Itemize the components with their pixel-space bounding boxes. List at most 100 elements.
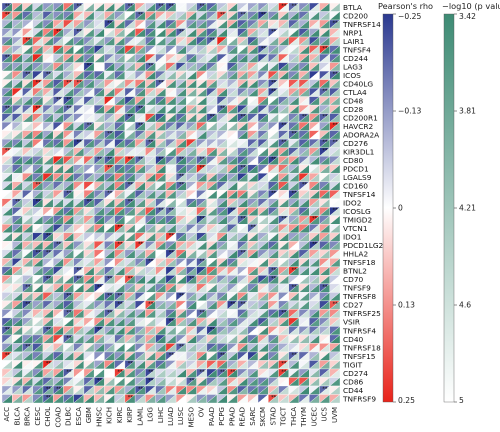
gene-label: HHLA2 xyxy=(343,250,368,259)
legend-tick-label: −0.13 xyxy=(398,107,421,116)
significance-mark: ** xyxy=(56,97,62,103)
significance-mark: ** xyxy=(179,344,185,350)
significance-mark: ** xyxy=(5,54,11,60)
significance-mark: ** xyxy=(179,174,185,180)
significance-mark: ** xyxy=(148,63,154,69)
legend-tick-label: 3.42 xyxy=(459,12,476,21)
cancer-type-label: KICH xyxy=(106,407,114,424)
significance-mark: ** xyxy=(66,106,72,112)
significance-mark: ** xyxy=(199,369,205,375)
gene-label: PDCD1LG2 xyxy=(343,241,383,250)
significance-mark: ** xyxy=(240,12,246,18)
gene-label: TNFSF15 xyxy=(342,352,376,361)
significance-mark: ** xyxy=(292,191,298,197)
gene-label: TMIGD2 xyxy=(342,216,372,225)
gene-label: VTCN1 xyxy=(343,224,368,233)
legend-tick-label: 3.81 xyxy=(459,107,476,116)
p-legend-title: −log10 (p value) xyxy=(442,1,500,11)
significance-mark: ** xyxy=(5,352,11,358)
significance-mark: ** xyxy=(148,369,154,375)
significance-mark: ** xyxy=(128,361,134,367)
significance-mark: ** xyxy=(36,250,42,256)
significance-mark: ** xyxy=(5,3,11,9)
significance-mark: ** xyxy=(128,182,134,188)
gene-label: CD48 xyxy=(343,96,364,105)
gene-label: ICOSLG xyxy=(343,207,371,216)
significance-mark: ** xyxy=(230,301,236,307)
significance-mark: ** xyxy=(302,182,308,188)
significance-mark: ** xyxy=(77,80,83,86)
cancer-type-label: BLCA xyxy=(13,407,21,426)
significance-mark: ** xyxy=(199,310,205,316)
gene-label: TNFRSF25 xyxy=(342,309,381,318)
significance-mark: ** xyxy=(46,72,52,78)
cancer-type-label: STAD xyxy=(269,407,277,425)
significance-mark: ** xyxy=(322,148,328,154)
significance-mark: ** xyxy=(46,250,52,256)
cancer-type-label: KIRP xyxy=(126,407,134,423)
significance-mark: ** xyxy=(189,276,195,282)
significance-mark: ** xyxy=(220,369,226,375)
significance-mark: ** xyxy=(220,106,226,112)
cancer-type-label: LGG xyxy=(147,407,155,422)
significance-mark: ** xyxy=(66,97,72,103)
significance-mark: ** xyxy=(138,123,144,129)
gene-label: CD86 xyxy=(343,377,364,386)
significance-mark: ** xyxy=(281,140,287,146)
cancer-type-label: PRAD xyxy=(228,407,236,426)
significance-mark: ** xyxy=(159,208,165,214)
cancer-type-label: UCS xyxy=(321,406,329,421)
legend-tick-label: 5 xyxy=(459,396,464,405)
significance-mark: ** xyxy=(281,310,287,316)
significance-mark: ** xyxy=(15,199,20,205)
significance-mark: ** xyxy=(107,293,113,299)
gene-label: TNFRSF8 xyxy=(342,292,376,301)
cancer-type-label: CHOL xyxy=(44,407,52,427)
cancer-type-label: UCEC xyxy=(310,407,318,426)
significance-mark: ** xyxy=(220,12,226,18)
significance-mark: ** xyxy=(118,293,124,299)
rho-legend-title: Pearson's rho xyxy=(378,1,433,11)
significance-mark: ** xyxy=(271,276,277,282)
gene-label: HAVCR2 xyxy=(343,122,373,131)
significance-mark: ** xyxy=(179,29,185,35)
cancer-type-label: LAML xyxy=(136,407,144,426)
gene-label: BTLA xyxy=(343,3,362,12)
significance-mark: ** xyxy=(312,242,318,248)
significance-mark: ** xyxy=(118,369,124,375)
significance-mark: ** xyxy=(138,386,144,392)
gene-label: CD40LG xyxy=(343,79,373,88)
significance-mark: ** xyxy=(292,267,298,273)
significance-mark: ** xyxy=(77,29,83,35)
gene-label: TNFSF4 xyxy=(342,45,371,54)
significance-mark: ** xyxy=(107,157,113,163)
significance-mark: ** xyxy=(281,361,287,367)
gene-label: TNFSF14 xyxy=(342,190,376,199)
significance-mark: ** xyxy=(66,310,72,316)
heatmap-grid: ** ** ** ** ** ** ** ** ** ** ** ** ** ** ** ** ** ** ** **… xyxy=(1,2,341,404)
gene-label: VSIR xyxy=(343,318,360,327)
significance-mark: ** xyxy=(36,182,42,188)
gene-label: ICOS xyxy=(343,71,361,80)
significance-mark: ** xyxy=(66,293,72,299)
gene-label: TNFSF9 xyxy=(342,284,371,293)
significance-mark: ** xyxy=(128,157,134,163)
significance-mark: ** xyxy=(66,191,72,197)
gene-label: CD27 xyxy=(343,301,364,310)
gene-label: CD70 xyxy=(343,275,364,284)
significance-mark: ** xyxy=(189,378,195,384)
cancer-type-label: COAD xyxy=(54,407,62,427)
p-colorbar xyxy=(443,13,455,403)
significance-mark: ** xyxy=(333,20,339,26)
gene-label: CD200R1 xyxy=(343,113,378,122)
significance-mark: ** xyxy=(169,3,175,9)
significance-mark: ** xyxy=(56,29,62,35)
significance-mark: ** xyxy=(199,3,205,9)
significance-mark: ** xyxy=(25,284,31,290)
cancer-type-label: LUAD xyxy=(167,407,175,426)
rho-colorbar xyxy=(382,13,394,403)
significance-mark: ** xyxy=(210,114,216,120)
significance-mark: ** xyxy=(36,199,42,205)
gene-label: NRP1 xyxy=(343,28,363,37)
